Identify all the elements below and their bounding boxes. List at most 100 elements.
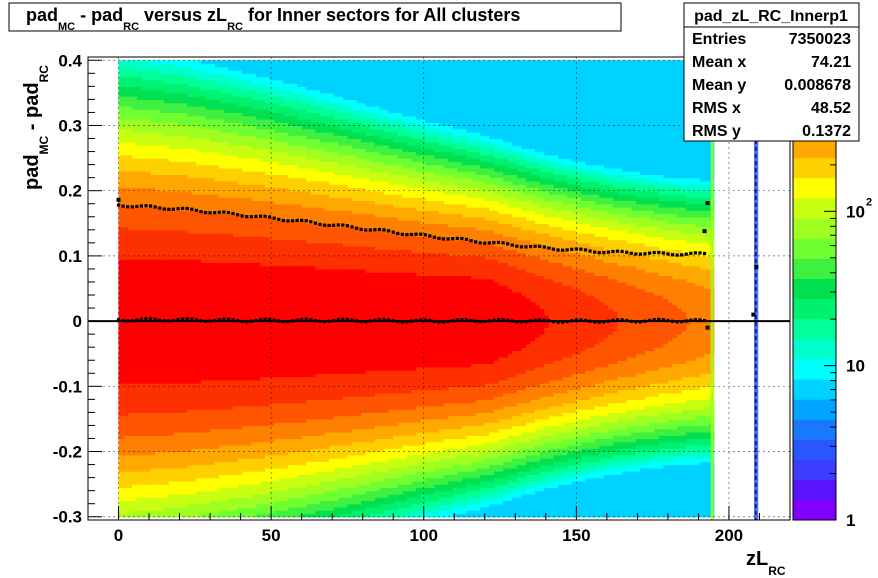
density-cell	[123, 389, 129, 394]
density-cell	[136, 409, 143, 413]
density-cell	[118, 386, 124, 391]
density-cell	[141, 242, 147, 247]
density-cell	[132, 66, 138, 71]
density-cell	[141, 396, 147, 400]
density-cell	[141, 298, 147, 303]
density-cell	[132, 131, 138, 136]
density-cell	[145, 171, 152, 175]
density-cell	[145, 206, 152, 211]
density-cell	[141, 497, 147, 502]
density-cell	[150, 233, 156, 237]
density-cell	[150, 102, 156, 107]
density-cell	[118, 203, 124, 208]
density-cell	[127, 347, 133, 352]
density-cell	[141, 76, 147, 81]
density-cell	[132, 431, 138, 436]
density-cell	[141, 422, 147, 427]
density-cell	[141, 174, 147, 179]
density-cell	[123, 474, 129, 479]
density-cell	[141, 89, 147, 94]
density-cell	[132, 477, 138, 482]
density-cell	[123, 477, 129, 482]
density-cell	[145, 141, 152, 146]
density-cell	[136, 373, 143, 378]
density-cell	[118, 154, 124, 159]
density-cell	[145, 500, 152, 505]
density-cell	[127, 92, 133, 97]
density-cell	[118, 461, 124, 466]
density-cell	[136, 79, 143, 84]
density-cell	[118, 220, 124, 224]
density-cell	[136, 503, 143, 508]
density-cell	[150, 112, 156, 117]
density-cell	[141, 210, 147, 215]
density-cell	[132, 109, 138, 114]
density-cell	[127, 487, 133, 492]
density-cell	[145, 213, 152, 218]
density-cell	[141, 79, 147, 84]
density-cell	[118, 115, 124, 120]
density-cell	[132, 389, 138, 394]
density-cell	[132, 86, 138, 91]
density-cell	[145, 200, 152, 205]
density-cell	[145, 174, 152, 179]
density-cell	[118, 503, 124, 508]
density-cell	[118, 177, 124, 182]
density-cell	[123, 148, 129, 153]
density-cell	[132, 125, 138, 130]
density-cell	[127, 164, 133, 169]
density-cell	[118, 141, 124, 146]
density-cell	[136, 200, 143, 205]
density-cell	[127, 138, 133, 143]
density-cell	[150, 324, 156, 329]
density-cell	[150, 259, 156, 264]
density-cell	[118, 252, 124, 257]
density-cell	[127, 83, 133, 87]
density-cell	[136, 203, 143, 208]
density-cell	[123, 66, 129, 71]
density-cell	[150, 513, 156, 518]
density-cell	[118, 324, 124, 329]
density-cell	[127, 480, 133, 485]
density-cell	[127, 399, 133, 404]
density-cell	[132, 246, 138, 250]
density-cell	[132, 487, 138, 492]
density-cell	[141, 92, 147, 97]
density-cell	[141, 177, 147, 182]
density-cell	[136, 370, 143, 374]
density-cell	[150, 464, 156, 469]
density-cell	[150, 461, 156, 466]
density-cell	[123, 314, 129, 319]
density-cell	[132, 239, 138, 244]
density-cell	[123, 330, 129, 335]
density-cell	[118, 131, 124, 136]
density-cell	[118, 213, 124, 218]
density-cell	[150, 210, 156, 215]
density-cell	[118, 229, 124, 234]
density-cell	[123, 174, 129, 179]
density-cell	[123, 497, 129, 502]
density-cell	[141, 370, 147, 374]
density-cell	[118, 281, 124, 286]
density-cell	[136, 246, 143, 250]
density-cell	[145, 311, 152, 316]
density-cell	[127, 63, 133, 68]
density-cell	[132, 70, 138, 74]
density-cell	[136, 275, 143, 280]
density-cell	[141, 145, 147, 149]
density-cell	[132, 415, 138, 420]
density-cell	[123, 131, 129, 136]
density-cell	[123, 255, 129, 260]
density-cell	[136, 233, 143, 237]
density-cell	[132, 308, 138, 312]
density-cell	[123, 301, 129, 306]
density-cell	[136, 177, 143, 182]
density-cell	[136, 109, 143, 114]
density-cell	[123, 128, 129, 133]
density-cell	[191, 60, 197, 65]
density-cell	[123, 249, 129, 254]
density-cell	[150, 246, 156, 250]
density-cell	[127, 99, 133, 104]
density-cell	[150, 148, 156, 153]
density-cell	[251, 60, 257, 65]
